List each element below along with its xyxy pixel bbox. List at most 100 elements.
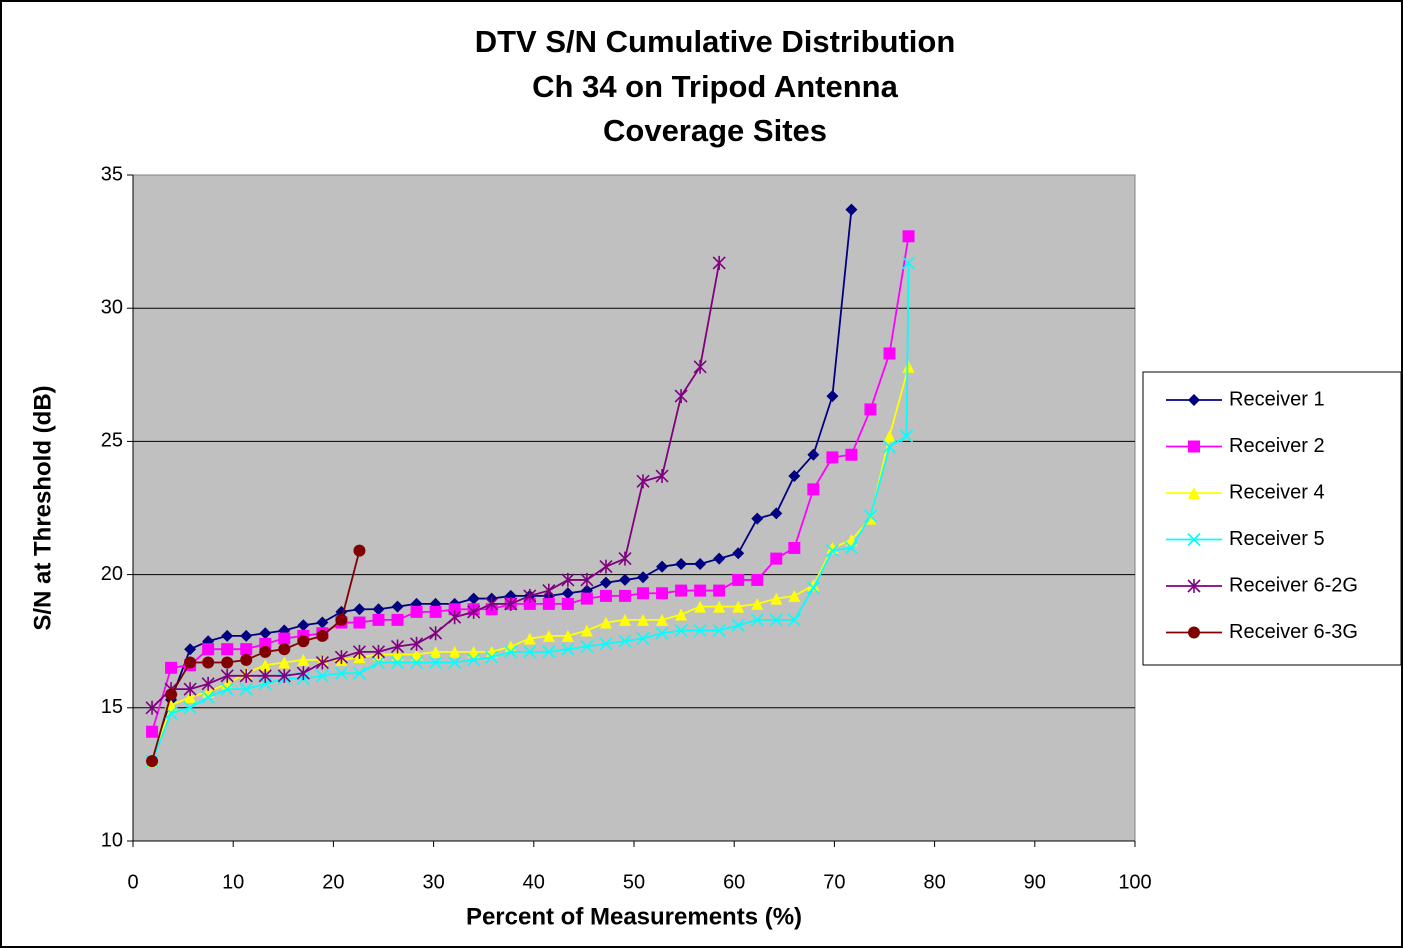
marker [372,613,385,626]
y-tick-label: 10 [101,829,123,851]
marker [599,616,612,629]
marker [315,655,329,670]
marker [165,688,178,701]
marker [278,643,291,656]
marker [202,643,215,656]
marker [899,429,914,443]
marker [146,725,159,738]
y-tick-label: 35 [101,163,123,185]
marker [618,551,632,566]
x-tick-label: 60 [723,871,745,893]
marker [844,541,858,555]
marker [618,573,631,586]
marker [165,661,178,674]
marker [712,623,726,638]
marker [183,701,197,715]
marker [429,626,443,641]
marker [523,632,536,645]
legend [1142,371,1402,666]
marker [882,440,897,454]
marker [429,605,442,618]
marker [523,645,537,659]
marker [845,448,858,461]
marker [770,507,783,520]
marker [352,666,367,680]
marker [542,645,556,659]
marker [751,597,764,610]
x-tick-label: 80 [923,871,945,893]
marker [201,690,215,704]
marker [297,619,310,632]
marker [1188,487,1200,499]
x-axis-title: Percent of Measurements (%) [466,903,802,930]
marker [713,600,726,613]
marker [353,544,366,557]
marker [240,629,253,642]
marker [674,623,688,638]
chart-title: DTV S/N Cumulative Distribution [475,24,956,59]
marker [599,637,613,651]
marker [1187,579,1201,593]
marker [826,390,839,403]
x-tick-label: 100 [1118,871,1151,893]
marker [390,655,405,670]
marker [371,644,386,659]
marker [656,587,669,600]
y-tick-label: 20 [101,563,123,585]
y-tick-label: 15 [101,696,123,718]
marker [448,645,461,658]
marker [184,691,197,704]
marker [636,474,650,489]
marker [883,430,896,443]
marker [278,632,291,645]
y-tick-label: 25 [101,430,123,452]
marker [732,573,745,586]
marker [390,639,405,654]
marker [372,603,385,616]
marker [448,655,462,670]
marker [353,603,366,616]
marker [504,596,518,611]
marker [542,583,556,598]
marker [751,573,764,586]
marker [221,656,234,669]
marker [863,509,878,523]
legend-label: Receiver 6-3G [1229,621,1358,643]
marker [542,597,555,610]
marker [278,656,291,669]
marker [713,552,726,565]
marker [183,682,197,697]
marker [334,650,348,665]
y-axis-title: S/N at Threshold (dB) [29,385,56,630]
marker [448,610,462,625]
marker [523,597,536,610]
x-tick-label: 0 [127,871,138,893]
marker [826,451,839,464]
marker [788,541,801,554]
marker [694,557,707,570]
marker [864,403,877,416]
marker [807,579,820,592]
y-tick-label: 30 [101,296,123,318]
marker [239,682,253,696]
marker [731,618,745,632]
marker [637,587,650,600]
marker [902,360,915,373]
marker [599,576,612,589]
marker [334,666,348,680]
marker [599,559,613,574]
marker [599,589,612,602]
marker [655,469,669,484]
marker [675,608,688,621]
marker [410,655,424,670]
marker [787,613,801,627]
x-tick-label: 30 [422,871,444,893]
marker [221,629,234,642]
marker [618,613,631,626]
marker [316,629,329,642]
marker [712,255,726,270]
marker [315,669,329,683]
marker [429,645,442,658]
marker [561,642,575,656]
